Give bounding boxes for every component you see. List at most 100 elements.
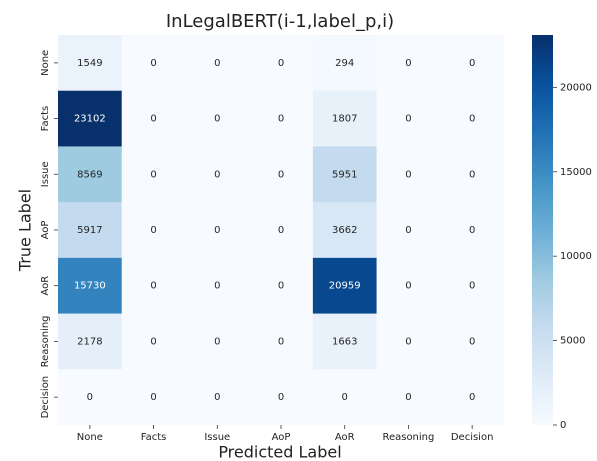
heatmap-cell xyxy=(249,202,314,259)
cell-label: 5951 xyxy=(332,169,357,180)
heatmap-cell xyxy=(121,90,186,147)
heatmap-cell xyxy=(440,146,505,203)
cell-label: 0 xyxy=(469,169,475,180)
heatmap-cell xyxy=(121,313,186,370)
cell-label: 8569 xyxy=(77,169,102,180)
heatmap-cell xyxy=(121,35,186,92)
heatmap-cell xyxy=(376,369,441,426)
cell-label: 0 xyxy=(150,225,156,236)
x-tick-label: AoP xyxy=(272,432,291,443)
heatmap-cell xyxy=(185,35,250,92)
heatmap-cell xyxy=(185,313,250,370)
heatmap-cell xyxy=(376,90,441,147)
y-tick-label: Issue xyxy=(40,161,51,187)
cell-label: 0 xyxy=(469,225,475,236)
heatmap-cell xyxy=(249,146,314,203)
cell-label: 0 xyxy=(214,281,220,292)
cell-label: 0 xyxy=(405,58,411,69)
heatmap-cell xyxy=(121,146,186,203)
heatmap-cell xyxy=(249,257,314,315)
heatmap-cell xyxy=(440,202,505,259)
cell-label: 0 xyxy=(278,58,284,69)
cell-label: 15730 xyxy=(74,281,106,292)
cell-label: 0 xyxy=(469,336,475,347)
cell-label: 0 xyxy=(278,336,284,347)
cell-label: 0 xyxy=(150,336,156,347)
heatmap-cell xyxy=(376,35,441,92)
heatmap-cell xyxy=(185,146,250,203)
heatmap-cell xyxy=(249,313,314,370)
cell-label: 1549 xyxy=(77,58,102,69)
x-tick-label: AoR xyxy=(335,432,355,443)
heatmap-cell xyxy=(185,90,250,147)
x-axis-label: Predicted Label xyxy=(218,443,341,461)
cell-label: 0 xyxy=(214,169,220,180)
cell-label: 0 xyxy=(150,114,156,125)
cell-label: 0 xyxy=(150,392,156,403)
cell-label: 0 xyxy=(405,225,411,236)
heatmap-cell xyxy=(312,90,378,147)
heatmap-cell xyxy=(376,146,441,203)
heatmap-cell xyxy=(376,202,441,259)
cell-label: 0 xyxy=(214,336,220,347)
heatmap-cell xyxy=(376,313,441,370)
cell-label: 20959 xyxy=(329,281,361,292)
heatmap-cell xyxy=(185,202,250,259)
heatmap-cell xyxy=(185,369,250,426)
colorbar-tick-label: 0 xyxy=(560,420,566,431)
y-tick-label: Decision xyxy=(40,376,51,419)
chart-title: InLegalBERT(i-1,label_p,i) xyxy=(166,11,394,32)
cell-label: 0 xyxy=(405,392,411,403)
x-tick-label: Decision xyxy=(451,432,494,443)
heatmap-cell xyxy=(249,35,314,92)
heatmap-cell xyxy=(249,369,314,426)
x-tick-label: Facts xyxy=(141,432,167,443)
heatmap-cell xyxy=(440,313,505,370)
cell-label: 0 xyxy=(278,281,284,292)
heatmap-cell xyxy=(58,257,123,315)
cell-label: 0 xyxy=(278,169,284,180)
cell-label: 0 xyxy=(150,281,156,292)
heatmap-cell xyxy=(121,202,186,259)
x-tick-label: Reasoning xyxy=(382,432,434,443)
cell-label: 0 xyxy=(278,392,284,403)
heatmap-cell xyxy=(185,257,250,315)
heatmap-cell xyxy=(440,35,505,92)
y-tick-label: None xyxy=(40,50,51,76)
y-tick-label: Reasoning xyxy=(40,315,51,367)
heatmap-cell xyxy=(312,313,378,370)
heatmap-cell xyxy=(312,369,378,426)
heatmap-cell xyxy=(249,90,314,147)
heatmap-cell xyxy=(121,369,186,426)
cell-label: 0 xyxy=(469,58,475,69)
cell-label: 0 xyxy=(405,114,411,125)
cell-label: 0 xyxy=(214,114,220,125)
cell-label: 0 xyxy=(278,225,284,236)
colorbar-tick-label: 10000 xyxy=(560,251,592,262)
y-tick-label: Facts xyxy=(40,106,51,132)
cell-label: 0 xyxy=(278,114,284,125)
cell-label: 0 xyxy=(214,392,220,403)
cell-label: 0 xyxy=(469,392,475,403)
heatmap-cell xyxy=(58,202,123,259)
cell-label: 2178 xyxy=(77,336,102,347)
cell-label: 3662 xyxy=(332,225,357,236)
cell-label: 0 xyxy=(405,169,411,180)
heatmap-cell xyxy=(440,369,505,426)
heatmap-cell xyxy=(58,313,123,370)
heatmap-cell xyxy=(312,35,378,92)
x-tick-label: Issue xyxy=(204,432,230,443)
x-tick-label: None xyxy=(77,432,103,443)
heatmap-cell xyxy=(58,90,123,147)
heatmap-cell xyxy=(312,146,378,203)
cell-label: 294 xyxy=(335,58,354,69)
y-axis-label: True Label xyxy=(16,189,35,272)
colorbar xyxy=(532,35,553,425)
cell-label: 0 xyxy=(405,336,411,347)
colorbar-tick-label: 15000 xyxy=(560,167,592,178)
cell-label: 0 xyxy=(150,58,156,69)
cell-label: 1807 xyxy=(332,114,357,125)
heatmap-cell xyxy=(121,257,186,315)
heatmap-cell xyxy=(312,202,378,259)
